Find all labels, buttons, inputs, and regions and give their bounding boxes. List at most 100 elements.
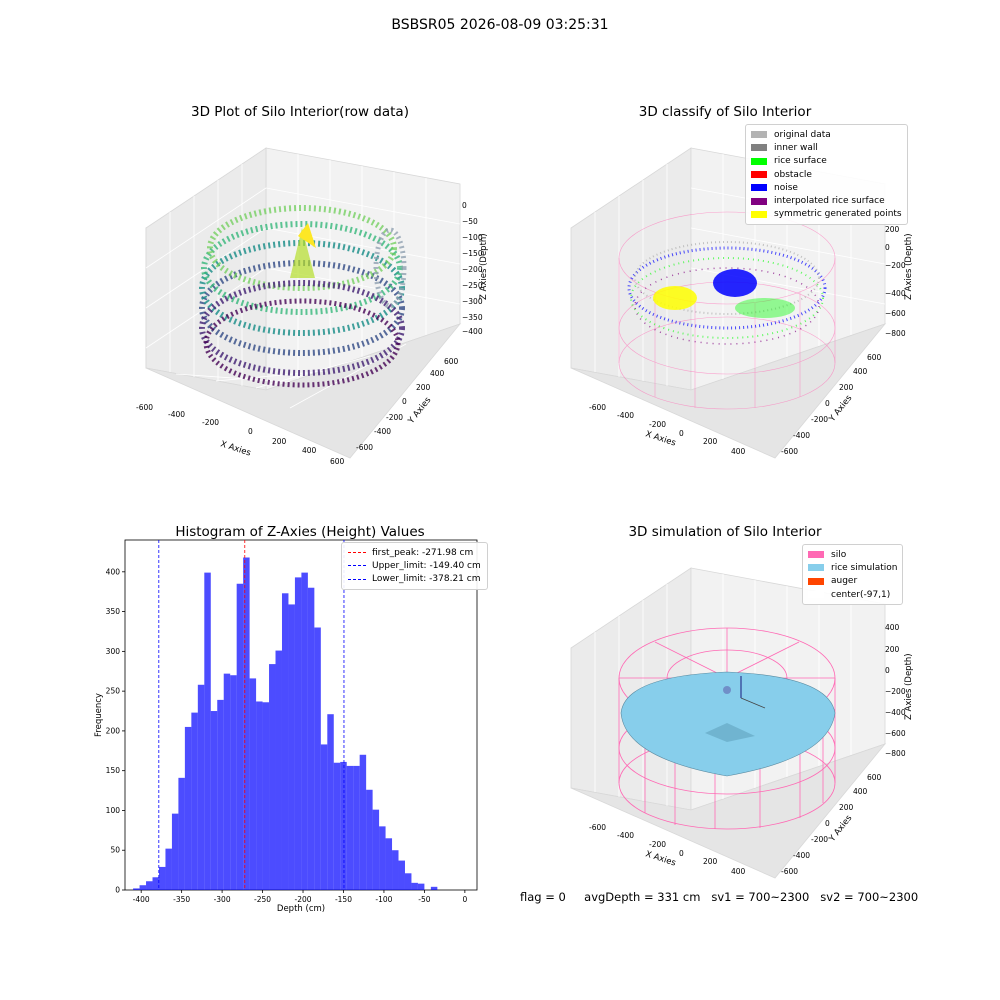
simulation-y-label: Y Axies (827, 813, 855, 845)
simulation-y-tick: -400 (793, 851, 810, 860)
raw-z-label: Z Axies (Depth) (479, 233, 489, 300)
histogram-x-ticks: -400 -350 -300 -250 -200 -150 -100 -50 0 (133, 890, 467, 904)
simulation-x-tick: 200 (703, 857, 718, 866)
figure-title: BSBSR05 2026-08-09 03:25:31 (391, 17, 609, 33)
raw-x-tick: 400 (302, 446, 317, 455)
raw-x-tick: 0 (248, 427, 253, 436)
legend-swatch (751, 184, 767, 192)
raw-y-tick: 200 (416, 383, 431, 392)
histogram-x-tick-label: -250 (254, 895, 271, 904)
simulation-z-tick: −200 (885, 687, 906, 696)
simulation-z-tick: 0 (885, 666, 890, 675)
histogram-bar (262, 702, 270, 890)
raw-y-ticks: -600 -400 -200 0 200 400 600 (356, 357, 459, 452)
simulation-y-tick: -600 (781, 867, 798, 876)
histogram-bar (385, 838, 393, 890)
simulation-z-tick: 200 (885, 645, 900, 654)
classify-z-tick: 0 (885, 243, 890, 252)
histogram-bar (372, 809, 380, 890)
simulation-z-label: Z Axies (Depth) (904, 653, 914, 720)
histogram-bar (158, 866, 166, 890)
simulation-y-tick: 600 (867, 773, 882, 782)
histogram-bar (333, 762, 341, 890)
raw-y-tick: 600 (444, 357, 459, 366)
histogram-y-ticks: 0 50 100 150 200 250 300 350 400 (106, 567, 125, 895)
histogram-bar (249, 678, 257, 890)
histogram-bar (269, 664, 276, 890)
histogram-bar (379, 826, 386, 890)
legend-item: rice surface (751, 155, 902, 168)
raw-x-ticks: -600 -400 -200 0 200 400 600 (136, 403, 345, 466)
histogram-bar (314, 627, 321, 890)
histogram-bar (404, 873, 412, 890)
histogram-y-tick-label: 200 (106, 726, 121, 735)
legend-swatch (808, 577, 824, 585)
histogram-reference-lines (158, 540, 345, 890)
histogram-bar (294, 577, 302, 890)
avg-depth-text: avgDepth = 331 cm (584, 890, 701, 904)
histogram-bar (398, 860, 405, 890)
simulation-z-ticks: 400 200 0 −200 −400 −600 −800 (885, 623, 906, 758)
classify-y-tick: 400 (853, 367, 868, 376)
histogram-bar (184, 726, 192, 890)
legend-item: original data (751, 128, 902, 141)
legend-item: obstacle (751, 168, 902, 181)
raw-z-tick: 0 (462, 201, 467, 210)
legend-swatch (751, 144, 767, 152)
legend-item: inner wall (751, 141, 902, 154)
legend-item: Lower_limit: -378.21 cm (348, 573, 481, 586)
histogram-x-label: Depth (cm) (277, 904, 325, 914)
simulation-x-tick: 400 (731, 867, 746, 876)
classify-y-tick: 200 (839, 383, 854, 392)
legend-swatch (808, 551, 824, 559)
classify-y-tick: -200 (811, 415, 828, 424)
legend-item: auger (808, 575, 897, 588)
histogram-bar (178, 777, 185, 890)
classify-x-label: X Axies (644, 429, 677, 448)
legend-swatch (751, 131, 767, 139)
histogram-title: Histogram of Z-Axies (Height) Values (175, 524, 425, 540)
raw-x-tick: 600 (330, 457, 345, 466)
histogram-bar (223, 673, 231, 890)
legend-line (348, 578, 366, 580)
raw-z-tick: −200 (462, 265, 483, 274)
histogram-bar (340, 761, 347, 890)
legend-swatch (808, 564, 824, 572)
simulation-x-tick: -200 (649, 840, 666, 849)
classify-z-tick: −200 (885, 261, 906, 270)
legend-item: symmetric generated points (751, 208, 902, 221)
legend-line (348, 565, 366, 567)
histogram-y-label: Frequency (94, 693, 104, 737)
histogram-x-tick-label: -200 (295, 895, 312, 904)
histogram-bar (204, 572, 211, 890)
histogram-bar (359, 754, 367, 890)
histogram-bar (301, 572, 308, 890)
classify-y-tick: 0 (825, 399, 830, 408)
classify-z-tick: −400 (885, 289, 906, 298)
histogram-bar (236, 583, 244, 890)
histogram-bar (210, 711, 218, 890)
histogram-x-tick-label: -400 (133, 895, 150, 904)
legend-item: first_peak: -271.98 cm (348, 546, 481, 559)
classify-legend: original data inner wall rice surface ob… (745, 124, 908, 226)
status-footer: flag = 0 avgDepth = 331 cm sv1 = 700~230… (520, 890, 918, 904)
histogram-x-tick-label: -300 (214, 895, 231, 904)
histogram-bar (392, 850, 399, 890)
raw-y-tick: 400 (430, 369, 445, 378)
histogram-bar (256, 701, 263, 890)
legend-swatch (751, 157, 767, 165)
histogram-bar (320, 744, 328, 890)
simulation-legend: silo rice simulation auger center(-97,1) (802, 544, 904, 606)
raw-x-label: X Axies (219, 439, 252, 458)
histogram-bar (146, 881, 153, 890)
simulation-y-tick: 200 (839, 803, 854, 812)
classify-x-tick: -200 (649, 420, 666, 429)
simulation-x-tick: -400 (617, 831, 634, 840)
raw-z-tick: −150 (462, 249, 483, 258)
histogram-bar (327, 714, 334, 890)
raw-plot-title: 3D Plot of Silo Interior(row data) (191, 104, 409, 120)
histogram-bar (230, 675, 237, 890)
classify-y-ticks: -600 -400 -200 0 200 400 600 (781, 353, 882, 456)
simulation-rice-surface (620, 671, 836, 777)
classify-y-label: Y Axies (827, 393, 855, 425)
